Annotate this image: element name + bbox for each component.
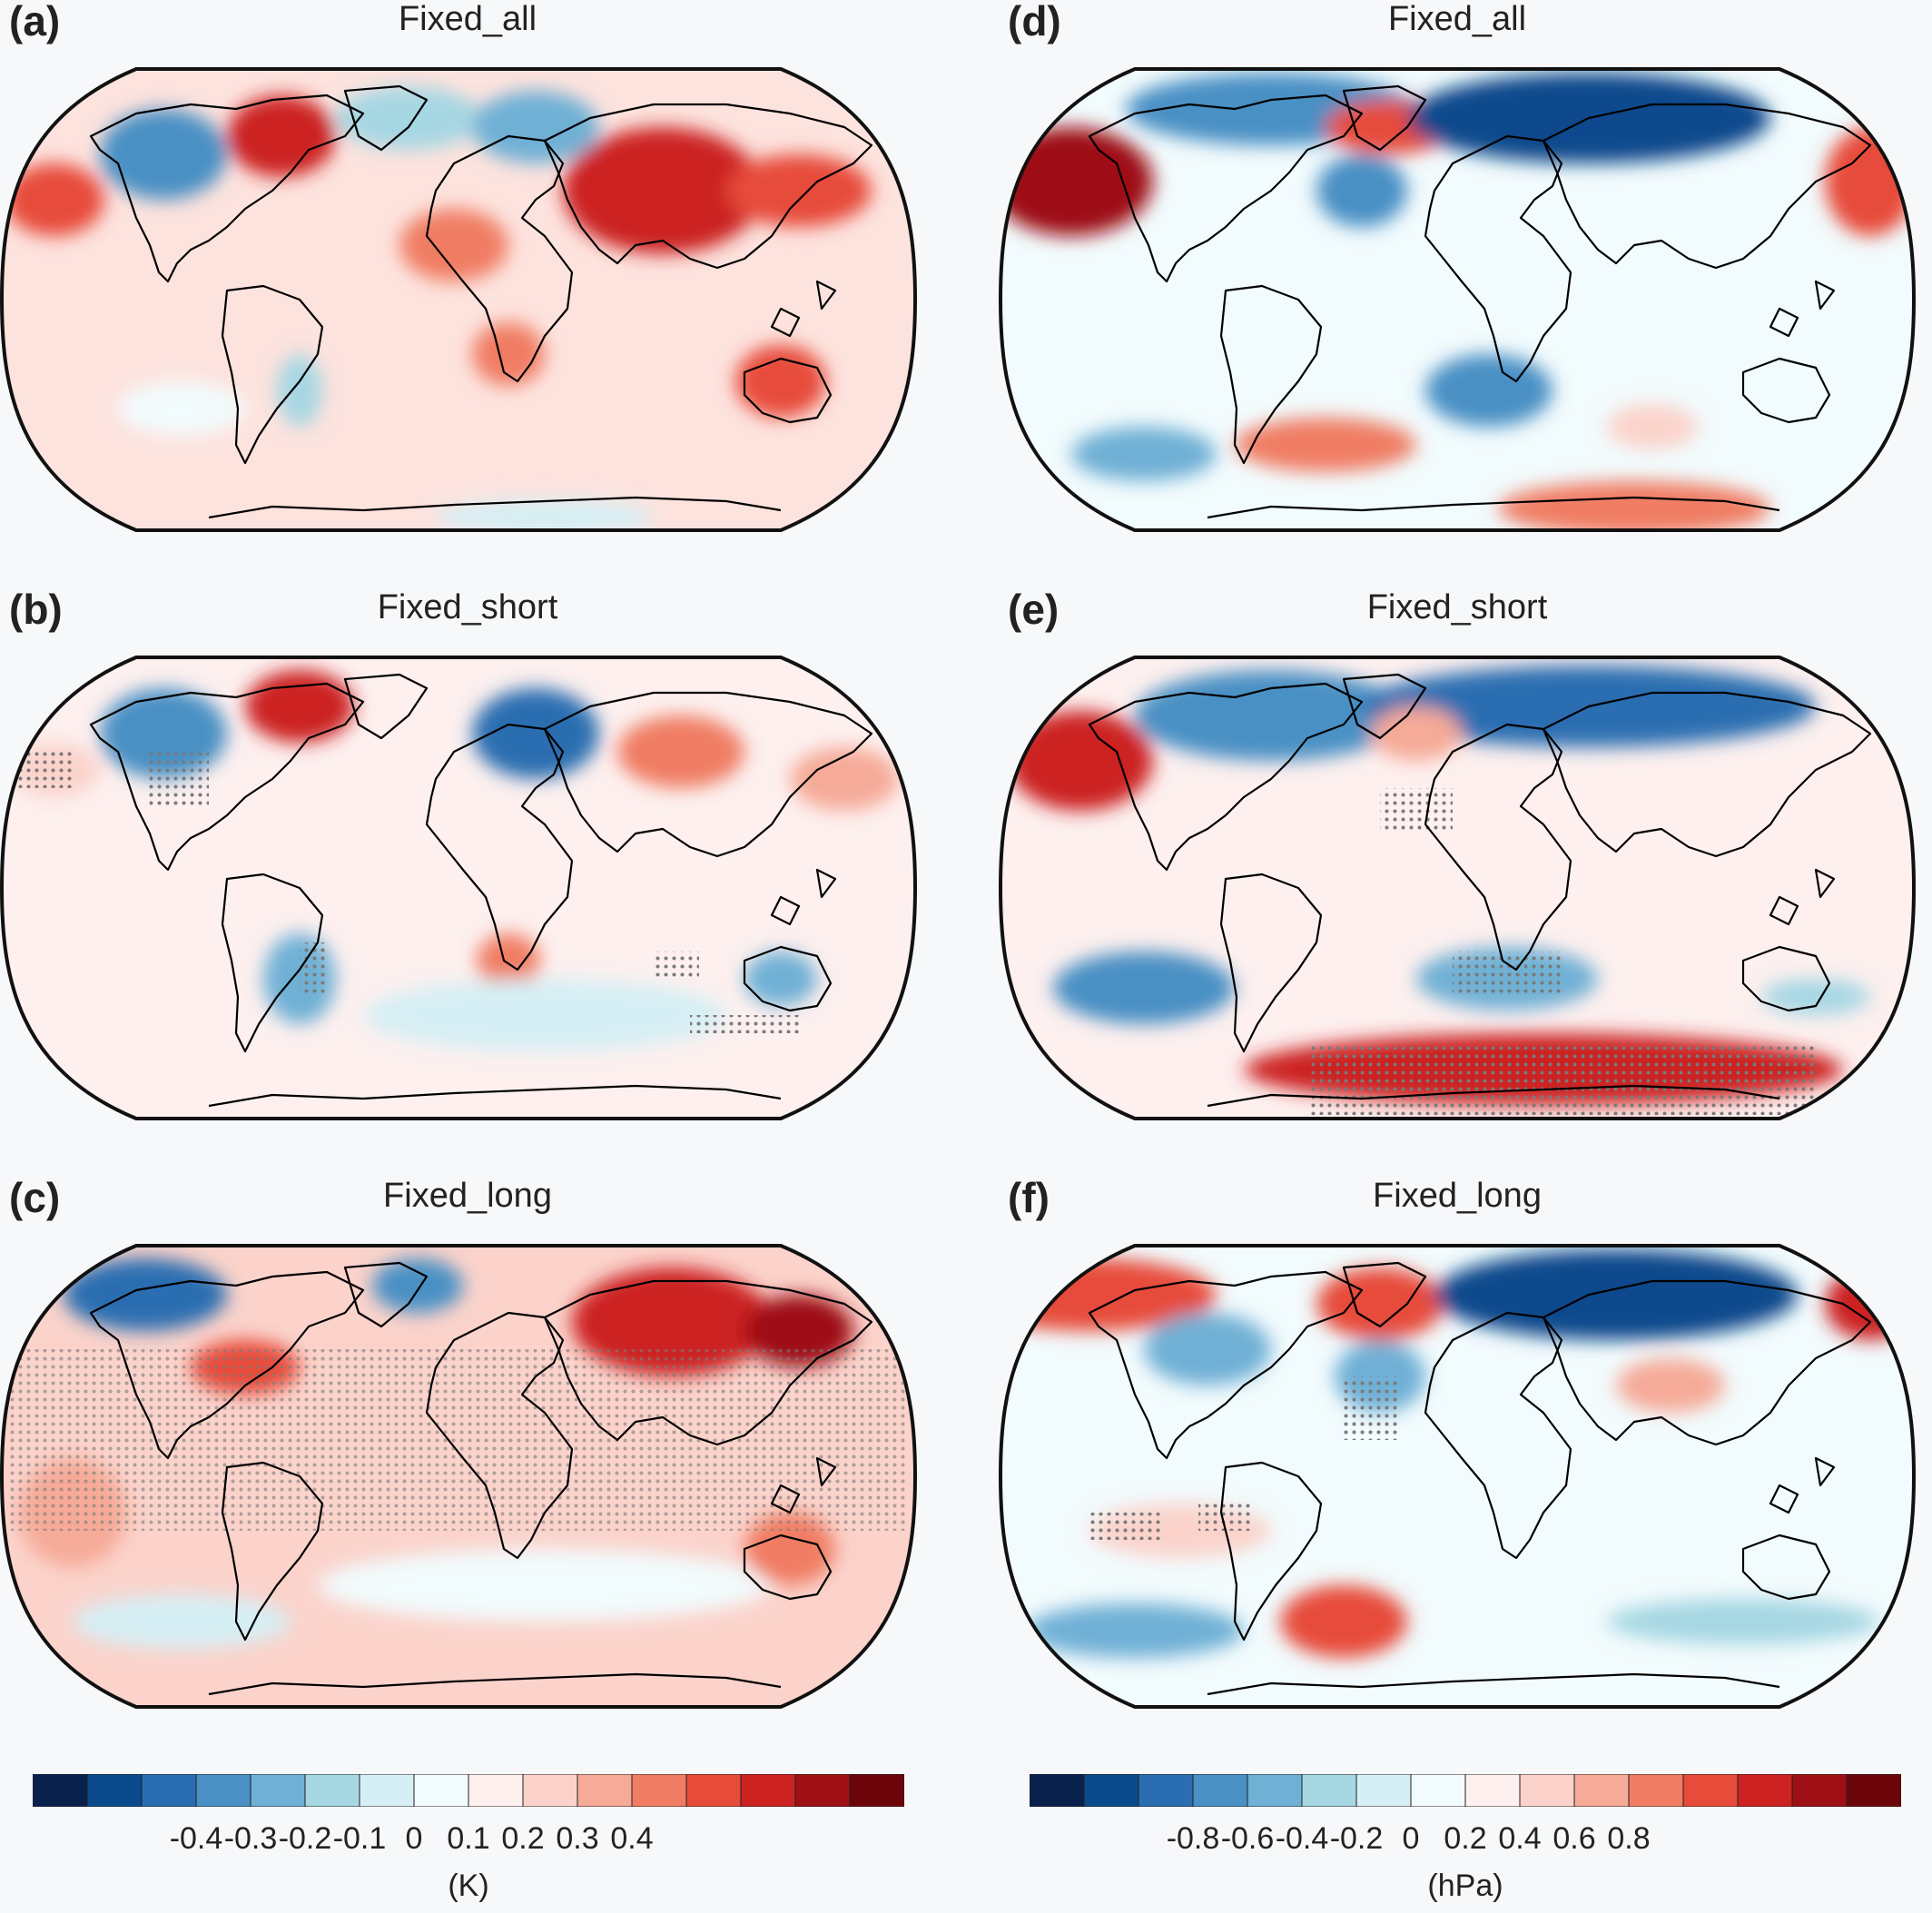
colorbar-swatches — [33, 1774, 904, 1807]
colorbar-swatch — [468, 1774, 524, 1807]
colorbar-tick-label: -0.2 — [1329, 1821, 1384, 1856]
colorbar-swatch — [304, 1774, 360, 1807]
colorbar-swatch — [794, 1774, 851, 1807]
colorbar-swatch — [33, 1774, 88, 1807]
colorbar-swatch — [1464, 1774, 1521, 1807]
map-temperature-fixed-all — [0, 64, 917, 536]
colorbar-tick-label: -0.6 — [1220, 1821, 1275, 1856]
colorbar-swatch — [413, 1774, 469, 1807]
colorbar-swatch — [250, 1774, 306, 1807]
panel-f: (f) Fixed_long — [999, 1177, 1916, 1740]
panel-e: (e) Fixed_short — [999, 588, 1916, 1151]
colorbar-swatch — [86, 1774, 143, 1807]
colorbar-tick-label: -0.4 — [169, 1821, 223, 1856]
panel-letter: (f) — [1008, 1174, 1050, 1221]
panel-letter: (c) — [9, 1174, 61, 1221]
colorbar-tick-label: -0.8 — [1166, 1821, 1220, 1856]
colorbar-swatch — [1301, 1774, 1357, 1807]
map-pressure-fixed-short — [999, 652, 1916, 1124]
colorbar-swatch — [685, 1774, 742, 1807]
colorbar-swatch — [1083, 1774, 1139, 1807]
colorbar-swatch — [740, 1774, 796, 1807]
colorbar-swatch — [1682, 1774, 1739, 1807]
panel-title: Fixed_all — [1387, 0, 1527, 38]
colorbar-swatch — [141, 1774, 197, 1807]
colorbar-tick-label: 0.1 — [447, 1821, 490, 1856]
map-pressure-fixed-long — [999, 1240, 1916, 1712]
colorbar-tick-label: 0.3 — [556, 1821, 599, 1856]
colorbar-tick-label: -0.1 — [332, 1821, 387, 1856]
panel-c: (c) Fixed_long — [0, 1177, 917, 1740]
colorbar-swatch — [1628, 1774, 1684, 1807]
map-pressure-fixed-all — [999, 64, 1916, 536]
panel-title: Fixed_long — [1373, 1177, 1542, 1215]
colorbar-unit: (K) — [448, 1869, 489, 1903]
colorbar-tick-label: 0.4 — [610, 1821, 654, 1856]
colorbar-tick-label: 0.4 — [1498, 1821, 1542, 1856]
colorbar-swatch — [1247, 1774, 1303, 1807]
colorbar-swatch — [1737, 1774, 1793, 1807]
colorbar-swatch — [359, 1774, 415, 1807]
colorbar-temperature: -0.4 -0.3 -0.2 -0.1 0 0.1 0.2 0.3 0.4 (K) — [33, 1774, 904, 1910]
colorbar-swatch — [631, 1774, 687, 1807]
colorbar-unit: (hPa) — [1427, 1869, 1503, 1903]
colorbar-swatch — [522, 1774, 578, 1807]
panel-letter: (a) — [9, 0, 61, 44]
panel-title: Fixed_long — [383, 1177, 552, 1215]
colorbar-tick-label: 0.8 — [1607, 1821, 1651, 1856]
colorbar-swatch — [1192, 1774, 1248, 1807]
panel-a: (a) Fixed_all — [0, 0, 917, 563]
colorbar-tick-label: 0 — [405, 1821, 423, 1856]
colorbar-swatch — [1410, 1774, 1466, 1807]
panel-title: Fixed_short — [1366, 588, 1548, 626]
panel-d: (d) Fixed_all — [999, 0, 1916, 563]
colorbar-swatch — [1846, 1774, 1901, 1807]
colorbar-tick-label: 0.6 — [1552, 1821, 1596, 1856]
colorbar-swatch — [1519, 1774, 1575, 1807]
colorbar-swatch — [1573, 1774, 1630, 1807]
colorbar-swatch — [1030, 1774, 1085, 1807]
panel-letter: (d) — [1008, 0, 1061, 44]
colorbar-tick-label: 0.2 — [501, 1821, 545, 1856]
colorbar-pressure: -0.8 -0.6 -0.4 -0.2 0 0.2 0.4 0.6 0.8 (hPa) — [1030, 1774, 1901, 1910]
colorbar-swatch — [577, 1774, 633, 1807]
panel-title: Fixed_short — [377, 588, 558, 626]
colorbar-swatch — [1138, 1774, 1194, 1807]
map-temperature-fixed-long — [0, 1240, 917, 1712]
colorbar-tick-label: -0.2 — [278, 1821, 332, 1856]
colorbar-swatch — [1355, 1774, 1412, 1807]
colorbar-tick-label: 0 — [1402, 1821, 1420, 1856]
panel-title: Fixed_all — [398, 0, 537, 38]
colorbar-tick-label: 0.2 — [1444, 1821, 1487, 1856]
colorbar-tick-label: -0.3 — [223, 1821, 278, 1856]
colorbar-tick-label: -0.4 — [1275, 1821, 1329, 1856]
panel-letter: (b) — [9, 586, 63, 633]
colorbar-swatches — [1030, 1774, 1901, 1807]
map-temperature-fixed-short — [0, 652, 917, 1124]
panel-letter: (e) — [1008, 586, 1060, 633]
colorbar-swatch — [849, 1774, 904, 1807]
colorbar-swatch — [1791, 1774, 1848, 1807]
panel-b: (b) Fixed_short — [0, 588, 917, 1151]
colorbar-swatch — [195, 1774, 251, 1807]
